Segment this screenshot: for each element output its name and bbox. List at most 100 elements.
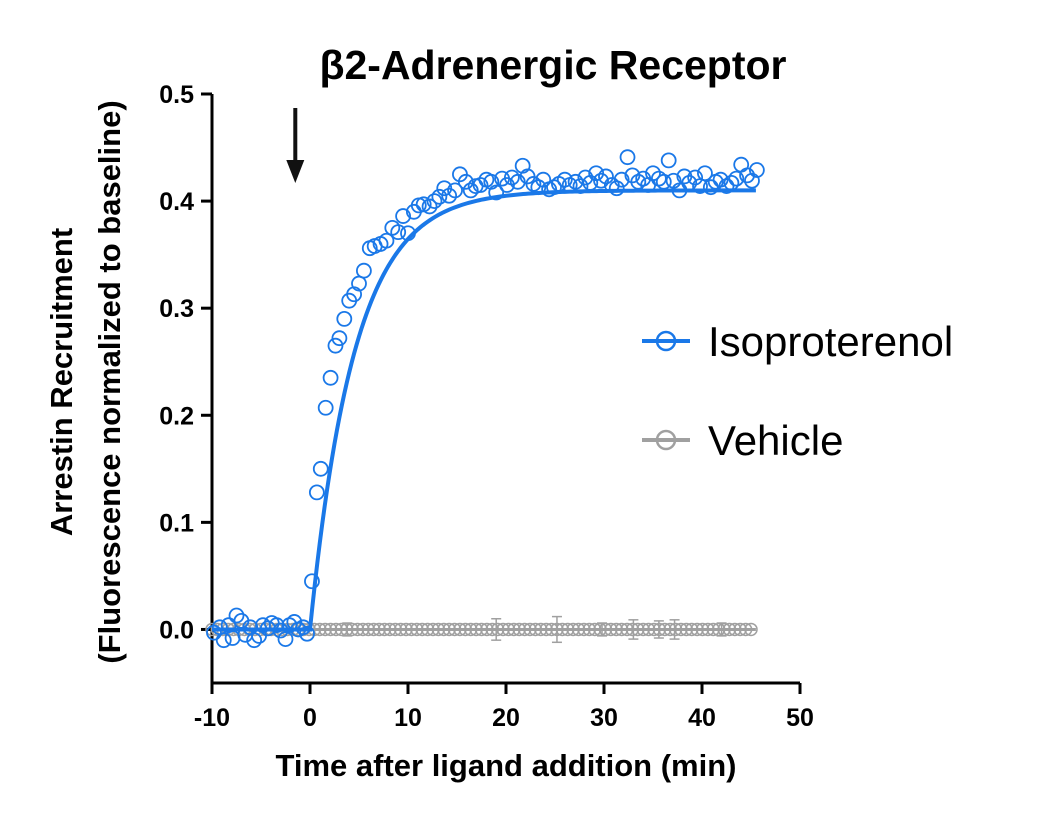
vehicle-point — [733, 622, 747, 637]
isoproterenol-point — [447, 182, 463, 199]
vehicle-point — [566, 622, 580, 637]
isoproterenol-point — [723, 174, 740, 191]
isoproterenol-point — [572, 178, 589, 194]
vehicle-point — [550, 622, 564, 637]
series-isoproterenol — [206, 149, 765, 649]
vehicle-point — [701, 622, 715, 637]
vehicle-point — [458, 622, 473, 637]
vehicle-point — [431, 622, 446, 637]
y-tick-label: 0.4 — [159, 188, 194, 216]
isoproterenol-point — [462, 182, 479, 199]
vehicle-point — [361, 622, 376, 637]
vehicle-point — [366, 622, 381, 637]
vehicle-point — [350, 622, 365, 637]
legend-item-isoproterenol: Isoproterenol — [642, 318, 953, 365]
vehicle-point — [447, 622, 462, 637]
isoproterenol-point — [660, 152, 677, 169]
vehicle-point — [587, 622, 602, 637]
y-tick-label: 0.0 — [159, 616, 194, 644]
isoproterenol-point — [472, 177, 489, 193]
isoproterenol-point — [308, 484, 325, 501]
isoproterenol-point — [457, 173, 474, 190]
vehicle-point — [674, 622, 688, 637]
legend-marker-vehicle — [655, 429, 677, 451]
isoproterenol-point — [331, 330, 348, 347]
vehicle-point — [717, 622, 731, 637]
vehicle-point — [738, 622, 753, 637]
vehicle-point — [415, 622, 429, 637]
vehicle-point — [582, 622, 597, 637]
x-tick-label: 40 — [688, 704, 716, 732]
x-tick-label: 50 — [786, 704, 814, 732]
y-tick-label: 0.2 — [159, 402, 194, 430]
x-tick-label: -10 — [194, 704, 230, 732]
vehicle-point — [711, 622, 726, 637]
vehicle-point — [528, 622, 543, 637]
legend-label-vehicle: Vehicle — [708, 417, 843, 464]
vehicle-point — [490, 622, 505, 637]
vehicle-point — [593, 622, 607, 637]
vehicle-point — [539, 622, 553, 637]
isoproterenol-point — [206, 624, 222, 641]
isoproterenol-point — [327, 337, 344, 354]
vehicle-point — [318, 622, 332, 637]
vehicle-point — [598, 622, 613, 637]
isoproterenol-point — [650, 170, 667, 187]
isoproterenol-point — [441, 187, 458, 204]
isoproterenol-point — [272, 622, 289, 639]
vehicle-point — [609, 622, 623, 637]
vehicle-point — [340, 622, 354, 637]
vehicle-point — [744, 622, 758, 637]
x-axis-label: Time after ligand addition (min) — [275, 748, 736, 783]
vehicle-point — [555, 622, 570, 637]
isoproterenol-point — [378, 232, 395, 249]
vehicle-point — [517, 622, 532, 637]
vehicle-point — [480, 622, 494, 637]
isoproterenol-point — [687, 169, 704, 186]
vehicle-point — [690, 622, 704, 637]
vehicle-point — [437, 622, 451, 637]
vehicle-point — [523, 622, 537, 637]
isoproterenol-point — [619, 149, 636, 166]
y-tick-label: 0.3 — [159, 295, 194, 323]
x-tick-label: 30 — [590, 704, 618, 732]
isoproterenol-point — [426, 193, 443, 209]
arrow-down-icon — [286, 160, 305, 183]
vehicle-point — [534, 622, 548, 637]
isoproterenol-point — [277, 631, 294, 647]
vehicle-point — [463, 622, 478, 637]
vehicle-point — [512, 622, 526, 637]
chart-title: β2-Adrenergic Receptor — [319, 42, 786, 88]
isoproterenol-fit-curve — [212, 188, 756, 632]
isoproterenol-point — [286, 614, 303, 630]
vehicle-point — [706, 622, 721, 637]
vehicle-point — [313, 622, 327, 637]
isoproterenol-point — [312, 460, 329, 477]
isoproterenol-point — [728, 170, 745, 187]
isoproterenol-point — [598, 168, 614, 185]
vehicle-point — [404, 622, 419, 637]
vehicle-point — [329, 622, 343, 637]
isoproterenol-point — [702, 179, 719, 196]
isoproterenol-point — [336, 310, 353, 327]
isoproterenol-point — [228, 607, 245, 624]
y-axis-label-subtitle: (Fluorescence normalized to baseline) — [92, 100, 127, 663]
y-tick-label: 0.5 — [159, 81, 194, 109]
vehicle-point — [620, 622, 634, 637]
vehicle-point — [614, 622, 629, 637]
vehicle-point — [728, 622, 742, 637]
isoproterenol-point — [355, 262, 372, 279]
isoproterenol-point — [390, 224, 407, 241]
isoproterenol-point — [317, 399, 334, 416]
vehicle-point — [679, 622, 694, 637]
vehicle-point — [442, 622, 456, 637]
isoproterenol-point — [733, 156, 750, 173]
vehicle-point — [393, 622, 408, 637]
vehicle-point — [663, 622, 677, 637]
legend-label-isoproterenol: Isoproterenol — [708, 318, 953, 365]
series-layer — [205, 149, 765, 649]
isoproterenol-point — [593, 172, 609, 189]
vehicle-point — [356, 622, 370, 637]
vehicle-point — [474, 622, 489, 637]
isoproterenol-point — [739, 167, 755, 184]
